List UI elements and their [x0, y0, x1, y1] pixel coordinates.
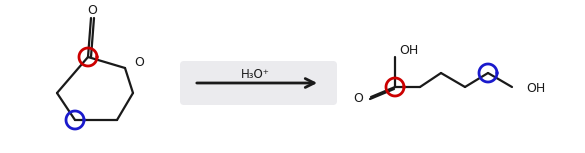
Text: O: O [134, 56, 144, 69]
Text: O: O [87, 4, 97, 17]
Text: O: O [353, 93, 363, 106]
Text: OH: OH [399, 43, 418, 56]
Text: H₃O⁺: H₃O⁺ [240, 67, 270, 80]
Text: OH: OH [526, 82, 545, 95]
FancyBboxPatch shape [180, 61, 337, 105]
